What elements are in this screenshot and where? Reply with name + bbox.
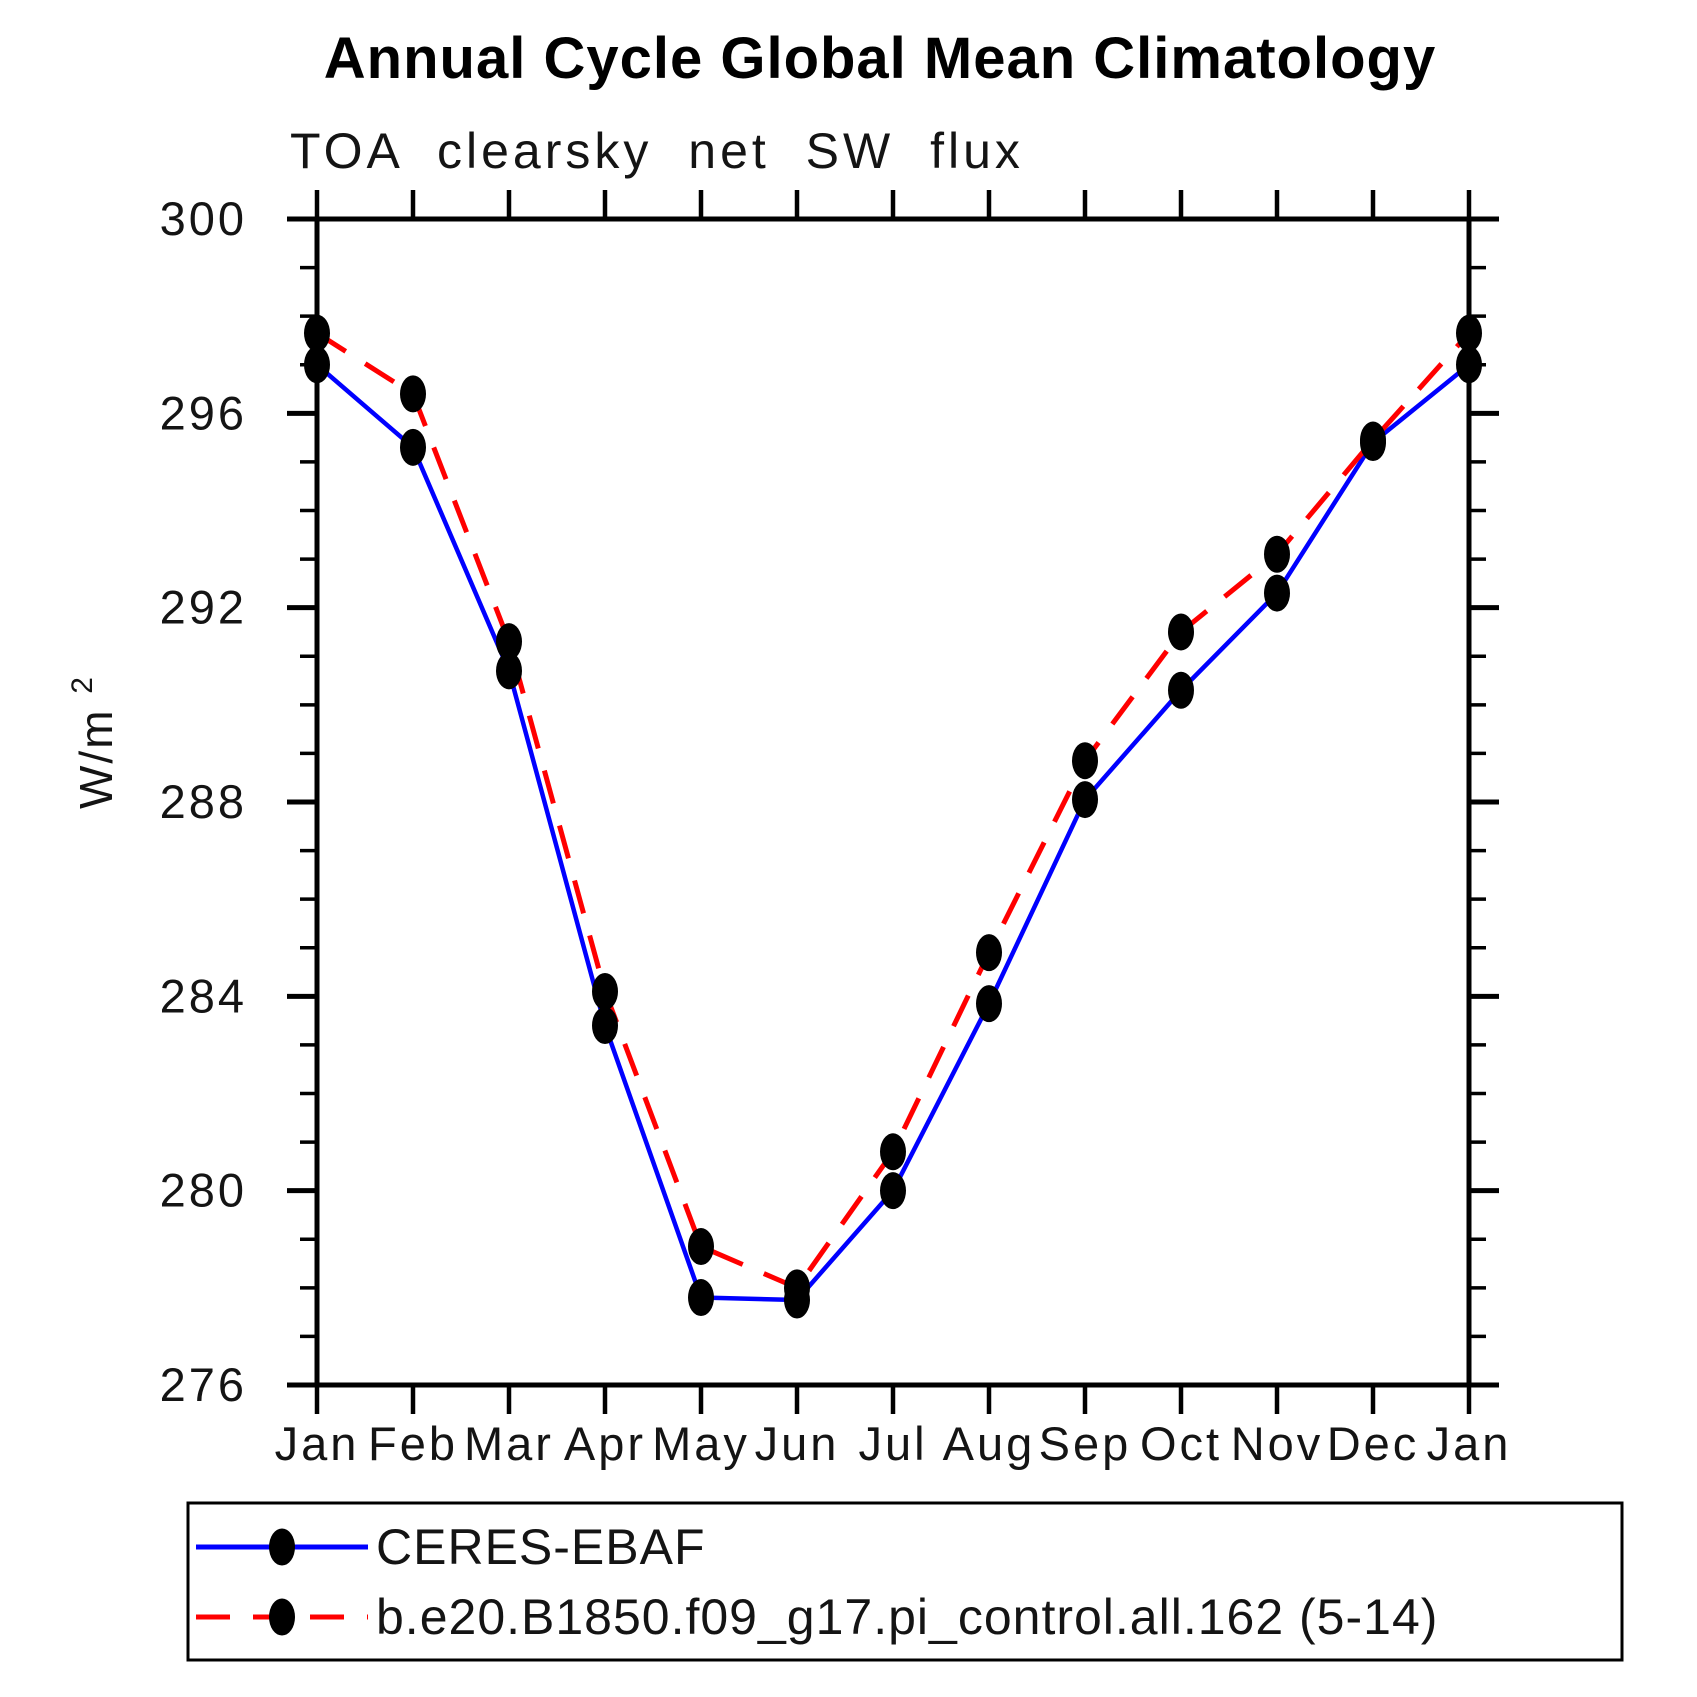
legend-box-layer: CERES-EBAF b.e20.B1850.f09_g17.pi_control… xyxy=(186,1501,1624,1662)
x-tick-label: Mar xyxy=(464,1417,554,1470)
x-tick-label: Jul xyxy=(858,1417,927,1470)
data-point-marker xyxy=(1072,742,1098,780)
x-tick-label: May xyxy=(652,1417,750,1470)
x-tick-label: Jan xyxy=(275,1417,360,1470)
x-tick-label: Aug xyxy=(943,1417,1036,1470)
legend-sample-marker-1 xyxy=(269,1598,295,1636)
data-point-marker xyxy=(400,428,426,466)
data-point-marker xyxy=(400,375,426,413)
legend-label-1: b.e20.B1850.f09_g17.pi_control.all.162 (… xyxy=(376,1589,1438,1645)
x-tick-label: Feb xyxy=(368,1417,458,1470)
data-point-marker xyxy=(880,1133,906,1171)
data-point-marker xyxy=(304,346,330,384)
axes-frame-layer xyxy=(287,190,1499,1414)
data-point-marker xyxy=(1168,671,1194,709)
data-point-marker xyxy=(1264,535,1290,573)
y-axis-title: W/m 2 xyxy=(66,675,122,809)
data-point-marker xyxy=(976,934,1002,972)
chart-title: Annual Cycle Global Mean Climatology xyxy=(324,26,1436,91)
y-tick-label: 284 xyxy=(160,969,247,1022)
y-axis-title-main: W/m xyxy=(70,708,122,809)
x-tick-label: Jan xyxy=(1427,1417,1512,1470)
legend-sample-marker-0 xyxy=(269,1528,295,1566)
data-point-marker xyxy=(976,985,1002,1023)
x-tick-label: Dec xyxy=(1327,1417,1420,1470)
y-tick-label: 300 xyxy=(160,192,247,245)
data-markers-layer xyxy=(304,314,1482,1319)
y-tick-label: 292 xyxy=(160,581,247,634)
data-point-marker xyxy=(1456,346,1482,384)
data-point-marker xyxy=(1168,613,1194,651)
y-tick-label: 296 xyxy=(160,386,247,439)
legend-label-0: CERES-EBAF xyxy=(376,1519,706,1575)
data-point-marker xyxy=(784,1269,810,1307)
data-point-marker xyxy=(1456,314,1482,352)
y-axis-title-superscript: 2 xyxy=(66,675,99,694)
x-tick-label: Apr xyxy=(564,1417,646,1470)
plot-frame xyxy=(314,216,1472,1388)
data-point-marker xyxy=(688,1279,714,1317)
x-tick-label: Jun xyxy=(755,1417,840,1470)
x-tick-label: Nov xyxy=(1231,1417,1324,1470)
data-point-marker xyxy=(592,1006,618,1044)
y-tick-label: 276 xyxy=(160,1358,247,1411)
y-tick-label: 288 xyxy=(160,775,247,828)
data-point-marker xyxy=(1072,781,1098,819)
data-point-marker xyxy=(304,314,330,352)
data-point-marker xyxy=(1264,574,1290,612)
data-point-marker xyxy=(496,623,522,661)
chart-subtitle: TOA clearsky net SW flux xyxy=(290,123,1024,179)
data-point-marker xyxy=(1360,421,1386,459)
data-point-marker xyxy=(496,652,522,690)
data-point-marker xyxy=(688,1228,714,1266)
data-point-marker xyxy=(592,972,618,1010)
y-tick-label: 280 xyxy=(160,1164,247,1217)
x-tick-label: Oct xyxy=(1140,1417,1222,1470)
data-point-marker xyxy=(880,1172,906,1210)
legend-box xyxy=(186,1501,1624,1662)
x-tick-label: Sep xyxy=(1039,1417,1132,1470)
